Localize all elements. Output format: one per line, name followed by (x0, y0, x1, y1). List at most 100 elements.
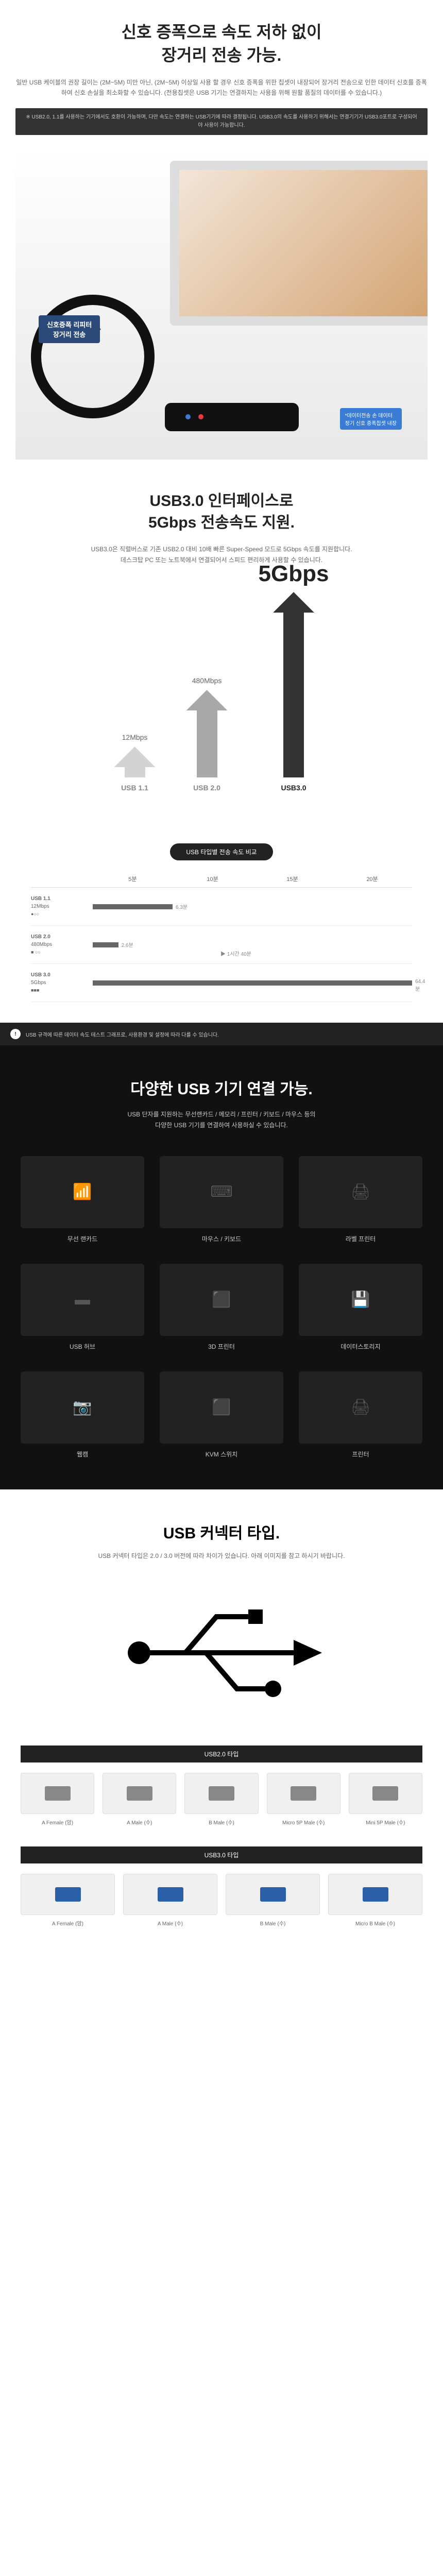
speed-bar-name: USB3.0 (281, 784, 306, 792)
connector-image (103, 1773, 176, 1814)
device-image: 📶 (21, 1156, 144, 1228)
speed-bar-name: USB 1.1 (121, 784, 148, 792)
table-bar (93, 942, 118, 947)
table-column-header: 20분 (332, 875, 412, 883)
warning-icon: ! (10, 1029, 21, 1039)
connector-image (328, 1874, 422, 1915)
hero-note: ※ USB2.0, 1.1를 사용하는 기기에서도 호환이 가능하며, 다만 속… (15, 108, 428, 135)
connector-type-header: USB3.0 타입 (21, 1846, 422, 1863)
connector-label: B Male (수) (226, 1919, 320, 1927)
device-label: 무선 랜카드 (21, 1234, 144, 1243)
plug-icon (55, 1887, 81, 1902)
connector-item: A Female (암) (21, 1773, 94, 1826)
device-label: 프린터 (299, 1450, 422, 1459)
table-row: USB 2.0480Mbps■ ○○ 2.6분 ▶ 1시간 40분 (31, 926, 412, 964)
device-image: 🖨 (299, 1371, 422, 1444)
hero-description: 일반 USB 케이블의 권장 길이는 (2M~5M) 미만 아닌, (2M~5M… (15, 77, 428, 98)
plug-icon (291, 1786, 316, 1801)
devices-title: 다양한 USB 기기 연결 가능. (21, 1076, 422, 1099)
device-image: 🖨 (299, 1156, 422, 1228)
device-image: 💾 (299, 1264, 422, 1336)
connector-label: A Female (암) (21, 1818, 94, 1826)
plug-icon (209, 1786, 234, 1801)
device-label: 3D 프린터 (160, 1342, 283, 1351)
speed-arrow-icon (186, 690, 228, 777)
device-item: ⬛ 3D 프린터 (160, 1264, 283, 1351)
connector-item: A Female (암) (21, 1874, 115, 1927)
devices-description: USB 단자를 지원하는 무선랜카드 / 메모리 / 프린터 / 키보드 / 마… (21, 1109, 422, 1130)
connector-item: Micro 5P Male (수) (267, 1773, 340, 1826)
speed-arrow-icon (273, 592, 314, 777)
connector-grid: A Female (암) A Male (수) B Male (수) Micro… (21, 1874, 422, 1927)
device-item: 📶 무선 랜카드 (21, 1156, 144, 1243)
plug-icon (45, 1786, 71, 1801)
connector-image (349, 1773, 422, 1814)
speed-description: USB3.0은 직렬버스로 기존 USB2.0 대비 10배 빠른 Super-… (21, 544, 422, 565)
speed-bar: 480Mbps USB 2.0 (186, 676, 228, 792)
table-column-header: 15분 (252, 875, 332, 883)
speed-bar-label: 480Mbps (192, 676, 222, 685)
connector-item: B Male (수) (226, 1874, 320, 1927)
table-row-label: USB 3.05Gbps■■■ (31, 971, 93, 994)
device-image: ▬ (21, 1264, 144, 1336)
connector-label: Micro B Male (수) (328, 1919, 422, 1927)
plug-icon (127, 1786, 152, 1801)
connector-description: USB 커넥터 타입은 2.0 / 3.0 버전에 따라 차이가 있습니다. 아… (21, 1551, 422, 1560)
device-label: KVM 스위치 (160, 1450, 283, 1459)
speed-bar-label: 12Mbps (122, 733, 148, 741)
connector-title: USB 커넥터 타입. (21, 1520, 422, 1543)
connector-label: B Male (수) (184, 1818, 258, 1826)
warning-bar: ! USB 규격에 따른 데이터 속도 테스트 그래프로, 사용환경 및 설정에… (0, 1023, 443, 1045)
connector-label: Mini 5P Male (수) (349, 1818, 422, 1826)
device-item: ▬ USB 허브 (21, 1264, 144, 1351)
table-row: USB 1.112Mbps●○○ 6.3분 (31, 888, 412, 926)
speed-bar: 5Gbps USB3.0 (259, 561, 329, 792)
connector-label: A Female (암) (21, 1919, 115, 1927)
speed-bar-name: USB 2.0 (193, 784, 220, 792)
connector-grid: A Female (암) A Male (수) B Male (수) Micro… (21, 1773, 422, 1826)
speed-title: USB3.0 인터페이스로 5Gbps 전송속도 지원. (21, 490, 422, 534)
table-bar (93, 904, 173, 909)
device-item: ⌨ 마우스 / 키보드 (160, 1156, 283, 1243)
plug-icon (363, 1887, 388, 1902)
table-column-header: 10분 (173, 875, 252, 883)
device-image: ⬛ (160, 1264, 283, 1336)
table-column-header: 5분 (93, 875, 173, 883)
connector-item: B Male (수) (184, 1773, 258, 1826)
speed-bar-label: 5Gbps (259, 561, 329, 587)
device-label: 마우스 / 키보드 (160, 1234, 283, 1243)
connector-label: Micro 5P Male (수) (267, 1818, 340, 1826)
device-label: 라벨 프린터 (299, 1234, 422, 1243)
speed-bar: 12Mbps USB 1.1 (114, 733, 156, 792)
plug-icon (372, 1786, 398, 1801)
usb-trident-icon (118, 1591, 325, 1715)
connector-image (226, 1874, 320, 1915)
connector-image (184, 1773, 258, 1814)
table-header: USB 타입별 전송 속도 비교 (170, 843, 273, 860)
device-label: 데이터스토리지 (299, 1342, 422, 1351)
usb-symbol (21, 1581, 422, 1725)
table-bar-cell: 2.6분 ▶ 1시간 40분 (93, 942, 412, 947)
connector-item: A Male (수) (123, 1874, 217, 1927)
hero-image: 신호증폭 리피터 장거리 전송 *데이터전송 손 데이터 정기 신호 증폭칩셋 … (15, 150, 428, 460)
warning-text: USB 규격에 따른 데이터 속도 테스트 그래프로, 사용환경 및 설정에 따… (26, 1030, 219, 1038)
connector-type-header: USB2.0 타입 (21, 1745, 422, 1762)
plug-icon (260, 1887, 286, 1902)
device-item: 🖨 라벨 프린터 (299, 1156, 422, 1243)
device-image: ⌨ (160, 1156, 283, 1228)
connector-image (21, 1773, 94, 1814)
device-label: USB 허브 (21, 1342, 144, 1351)
hero-title: 신호 증폭으로 속도 저하 없이 장거리 전송 가능. (15, 21, 428, 67)
device-label: 웹캠 (21, 1450, 144, 1459)
table-bar-value: 64.4분 (415, 979, 425, 992)
connector-item: A Male (수) (103, 1773, 176, 1826)
connector-image (21, 1874, 115, 1915)
table-row-label: USB 2.0480Mbps■ ○○ (31, 933, 93, 956)
device-image: ⬛ (160, 1371, 283, 1444)
connector-section: USB 커넥터 타입. USB 커넥터 타입은 2.0 / 3.0 버전에 따라… (0, 1489, 443, 1978)
speed-table-section: USB 타입별 전송 속도 비교 5분10분15분20분 USB 1.112Mb… (0, 833, 443, 1023)
connector-item: Mini 5P Male (수) (349, 1773, 422, 1826)
device-image: 📷 (21, 1371, 144, 1444)
table-row: USB 3.05Gbps■■■ 64.4분 (31, 964, 412, 1002)
hero-section: 신호 증폭으로 속도 저하 없이 장거리 전송 가능. 일반 USB 케이블의 … (0, 0, 443, 460)
